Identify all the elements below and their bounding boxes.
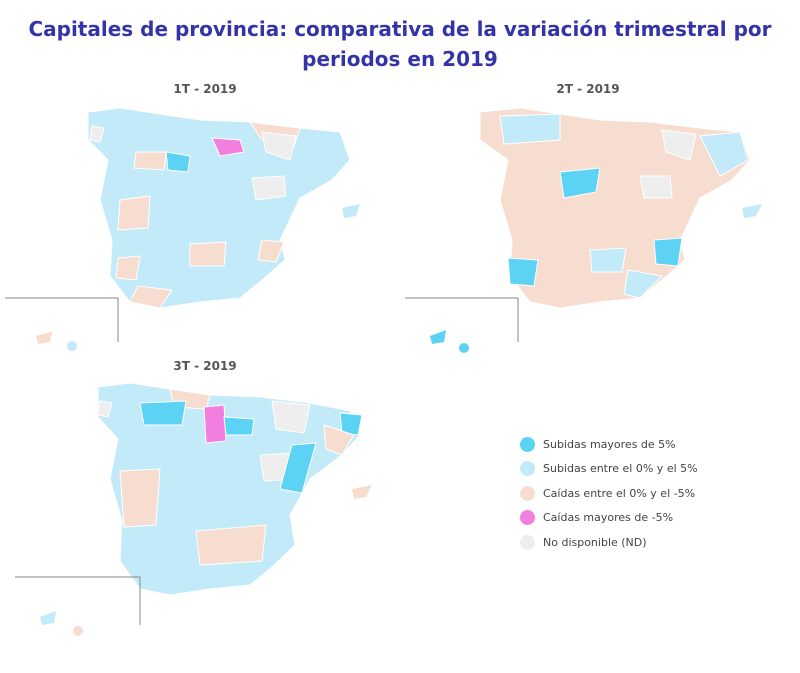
legend-item: Subidas entre el 0% y el 5% (520, 457, 698, 482)
legend-item: No disponible (ND) (520, 530, 698, 555)
spain-map-1t (5, 107, 360, 351)
legend-label: Caídas entre el 0% y el -5% (543, 486, 696, 500)
map-label-3t: 3T - 2019 (173, 359, 237, 373)
legend-swatch (520, 510, 535, 526)
map-legend: Subidas mayores de 5% Subidas entre el 0… (520, 432, 698, 555)
map-label-2t: 2T - 2019 (556, 82, 620, 96)
legend-item: Subidas mayores de 5% (520, 432, 698, 457)
legend-swatch (520, 436, 535, 452)
map-label-1t: 1T - 2019 (173, 82, 237, 96)
legend-label: No disponible (ND) (543, 535, 647, 549)
legend-swatch (520, 461, 535, 477)
legend-swatch (520, 485, 535, 501)
legend-label: Caídas mayores de -5% (543, 511, 674, 525)
page-title: Capitales de provincia: comparativa de l… (28, 17, 772, 71)
map-panel-1t: 1T - 2019 (0, 80, 400, 364)
spain-map-3t (15, 382, 372, 636)
legend-label: Subidas mayores de 5% (543, 437, 676, 451)
legend-item: Caídas entre el 0% y el -5% (520, 481, 698, 506)
map-panel-2t: 2T - 2019 (400, 80, 800, 364)
legend-swatch (520, 534, 535, 550)
map-panel-3t: 3T - 2019 (10, 355, 410, 659)
legend-label: Subidas entre el 0% y el 5% (543, 462, 698, 476)
spain-map-2t (405, 107, 762, 353)
legend-item: Caídas mayores de -5% (520, 506, 698, 531)
